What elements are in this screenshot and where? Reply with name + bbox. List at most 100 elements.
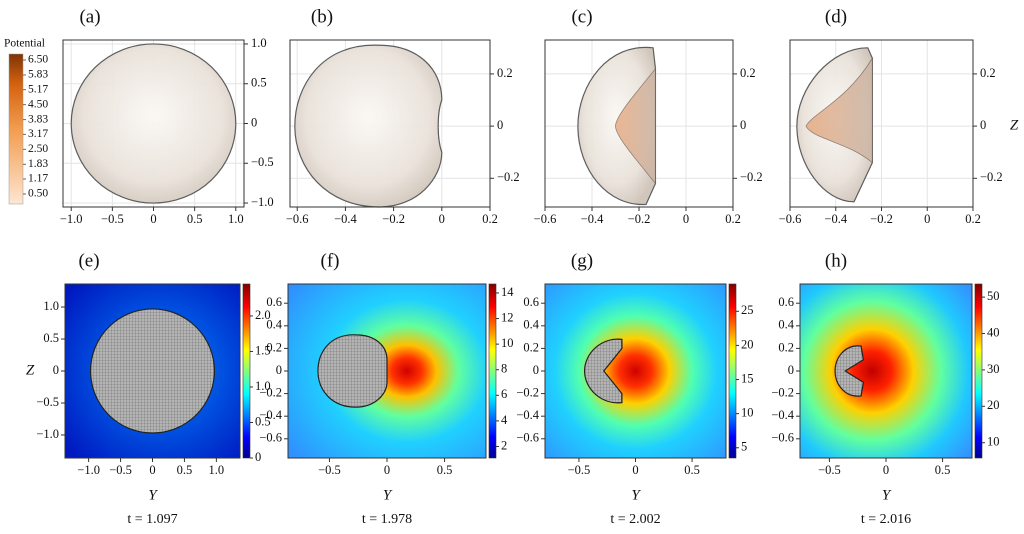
- y-tick-label: −1.0: [251, 195, 274, 209]
- drop-inner-surface: [615, 67, 656, 185]
- x-tick-label: −0.4: [824, 212, 847, 226]
- x-tick-label: 0.5: [177, 463, 193, 477]
- plot-frame: [62, 39, 245, 208]
- heatmap: [545, 284, 726, 458]
- colorbar-tick-label: 40: [987, 325, 1000, 339]
- y-tick-label: 0: [276, 363, 282, 377]
- y-tick-label: 0.4: [778, 318, 794, 332]
- drop-mesh: [834, 345, 865, 397]
- time-label: t = 2.016: [861, 512, 911, 527]
- y-tick-label: 0.2: [497, 66, 513, 80]
- colorbar-tick-label: 10: [741, 406, 754, 420]
- colorbar-tick-label: 25: [741, 303, 754, 317]
- y-tick-label: −0.2: [497, 170, 520, 184]
- x-tick-label: −0.5: [818, 463, 841, 477]
- y-tick-label: −0.2: [516, 385, 539, 399]
- colorbar-tick-label: 6.50: [28, 54, 48, 66]
- colorbar: [488, 283, 497, 459]
- colorbar-tick-label: 12: [501, 310, 514, 324]
- x-tick-label: −0.5: [318, 463, 341, 477]
- colorbar-tick-label: 5: [741, 440, 747, 454]
- plot-frame: [544, 283, 727, 459]
- y-tick-label: −0.6: [259, 431, 282, 445]
- y-tick-label: 0: [740, 118, 746, 132]
- x-tick-label: 1.0: [209, 463, 225, 477]
- plot-frame: [64, 283, 241, 459]
- colorbar-tick-label: 2: [501, 438, 507, 452]
- x-tick-label: 0.5: [684, 463, 700, 477]
- drop-surface: [70, 43, 237, 204]
- panel-label: (h): [825, 250, 847, 271]
- colorbar-tick-label: 8: [501, 362, 507, 376]
- y-tick-label: −0.5: [251, 155, 274, 169]
- heatmap: [800, 284, 972, 458]
- x-tick-label: −0.5: [101, 212, 124, 226]
- colorbar-tick-label: 5.83: [28, 69, 48, 81]
- drop-surface: [294, 44, 443, 208]
- colorbar: [974, 283, 983, 459]
- y-tick-label: 0: [788, 363, 794, 377]
- y-tick-label: 0: [533, 363, 539, 377]
- time-label: t = 2.002: [610, 512, 660, 527]
- x-tick-label: −0.2: [382, 212, 405, 226]
- colorbar-tick-label: 14: [501, 285, 514, 299]
- y-tick-label: 0.2: [740, 66, 756, 80]
- colorbar-tick-label: 1.83: [28, 158, 48, 170]
- y-tick-label: 1.0: [43, 299, 59, 313]
- plot-frame: [799, 283, 973, 459]
- plot-frame: [789, 39, 974, 208]
- x-tick-label: 0.5: [437, 463, 453, 477]
- panel-label: (b): [311, 6, 333, 27]
- y-tick-label: −0.2: [980, 170, 1003, 184]
- y-tick-label: −0.2: [259, 385, 282, 399]
- colorbar: [8, 53, 24, 205]
- x-axis-label: Y: [148, 487, 158, 503]
- x-tick-label: −0.4: [581, 212, 604, 226]
- x-tick-label: −0.5: [109, 463, 132, 477]
- colorbar-tick-label: 0.50: [28, 188, 48, 200]
- y-tick-label: 0.4: [266, 318, 282, 332]
- y-tick-label: 0.4: [523, 318, 539, 332]
- y-tick-label: 0.2: [266, 340, 282, 354]
- y-tick-label: 0: [251, 115, 257, 129]
- colorbar-tick-label: 30: [987, 362, 1000, 376]
- x-tick-label: −0.6: [286, 212, 309, 226]
- drop-mesh: [583, 338, 623, 404]
- x-tick-label: 0.5: [935, 463, 951, 477]
- x-tick-label: 0: [683, 212, 689, 226]
- time-label: t = 1.978: [362, 512, 412, 527]
- x-tick-label: 0.2: [725, 212, 741, 226]
- y-tick-label: 0.5: [251, 76, 267, 90]
- x-tick-label: −0.2: [870, 212, 893, 226]
- x-axis-label: Y: [882, 487, 892, 503]
- y-tick-label: −1.0: [36, 427, 59, 441]
- plot-frame: [289, 39, 491, 208]
- colorbar-tick-label: 50: [987, 289, 1000, 303]
- colorbar: [728, 283, 737, 459]
- drop-mesh: [317, 334, 388, 408]
- y-tick-label: 0.6: [266, 295, 282, 309]
- y-tick-label: −0.2: [771, 385, 794, 399]
- x-tick-label: 1.0: [228, 212, 244, 226]
- panel-label: (e): [78, 250, 99, 271]
- y-tick-label: 0.6: [778, 295, 794, 309]
- drop-inner-surface: [805, 56, 873, 164]
- x-tick-label: −1.0: [60, 212, 83, 226]
- y-tick-label: 1.0: [251, 36, 267, 50]
- x-tick-label: −0.6: [534, 212, 557, 226]
- y-axis-label: Z: [26, 362, 35, 378]
- colorbar-tick-label: 3.83: [28, 113, 48, 125]
- x-tick-label: 0.2: [965, 212, 981, 226]
- panel-label: (d): [825, 6, 847, 27]
- x-tick-label: 0: [632, 463, 638, 477]
- x-tick-label: −0.5: [568, 463, 591, 477]
- colorbar-tick-label: 3.17: [28, 128, 48, 140]
- x-tick-label: 0.5: [187, 212, 203, 226]
- y-tick-label: 0.2: [980, 66, 996, 80]
- colorbar-tick-label: 1.5: [255, 343, 271, 357]
- plot-frame: [287, 283, 487, 459]
- colorbar-tick-label: 5.17: [28, 83, 48, 95]
- y-tick-label: 0: [53, 363, 59, 377]
- panel-label: (c): [571, 6, 592, 27]
